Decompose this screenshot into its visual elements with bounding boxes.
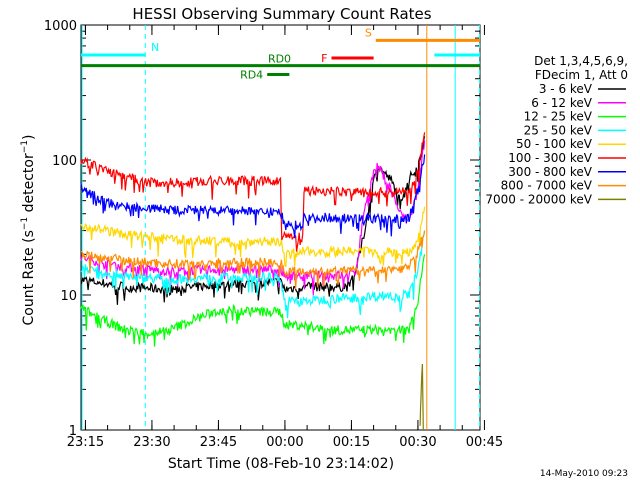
legend-entry-label: 25 - 50 keV [524, 123, 593, 137]
legend-entry-label: 12 - 25 keV [524, 110, 593, 124]
rd4-label: RD4 [240, 68, 263, 81]
rd0-label: RD0 [268, 53, 291, 66]
x-tick-label: 23:45 [200, 435, 237, 450]
series-line [80, 230, 426, 319]
chart-title: HESSI Observing Summary Count Rates [132, 5, 431, 23]
series-line [419, 363, 424, 431]
x-tick-label: 00:30 [399, 435, 436, 450]
legend-entry-label: 3 - 6 keV [539, 82, 593, 96]
legend-entry-label: 6 - 12 keV [531, 96, 593, 110]
legend-entry-label: 300 - 800 keV [508, 165, 592, 179]
y-axis-label: Count Rate (s−1 detector−1) [20, 135, 37, 326]
rd0-label: RD0 [0, 0, 23, 3]
saa-n-label: N [151, 41, 159, 54]
x-tick-label: 00:45 [466, 435, 503, 450]
timestamp: 14-May-2010 09:23 [540, 469, 628, 479]
legend-title-line-2: FDecim 1, Att 0 [535, 68, 628, 82]
legend-entry-label: 7000 - 20000 keV [485, 192, 592, 206]
saa-s-label: S [365, 26, 372, 39]
y-tick-label: 1 [69, 424, 77, 439]
series-line [80, 254, 426, 347]
y-tick-label: 1000 [44, 19, 77, 34]
x-axis-label: Start Time (08-Feb-10 23:14:02) [168, 456, 394, 472]
plot-area: 1 10 100 1000 23:15 23:30 23:45 00:00 00:15 00:30… [0, 0, 503, 450]
legend-entry-label: 800 - 7000 keV [501, 179, 593, 193]
x-tick-label: 00:15 [333, 435, 370, 450]
series-line [80, 140, 426, 296]
series-line [80, 230, 426, 290]
series-line [80, 206, 426, 268]
series-line [80, 154, 426, 239]
x-tick-label: 00:00 [266, 435, 303, 450]
legend-title-line-1: Det 1,3,4,5,6,9, [534, 54, 628, 68]
series-line [80, 132, 426, 252]
x-tick-label: 23:30 [133, 435, 170, 450]
y-tick-label: 10 [60, 289, 77, 304]
flare-label: F [321, 52, 327, 65]
series-group [80, 132, 426, 431]
legend: Det 1,3,4,5,6,9, FDecim 1, Att 0 3 - 6 k… [485, 54, 628, 206]
legend-entry-label: 50 - 100 keV [516, 137, 593, 151]
y-tick-label: 100 [52, 154, 77, 169]
legend-entry-label: 100 - 300 keV [508, 151, 592, 165]
x-tick-label: 23:15 [67, 435, 104, 450]
